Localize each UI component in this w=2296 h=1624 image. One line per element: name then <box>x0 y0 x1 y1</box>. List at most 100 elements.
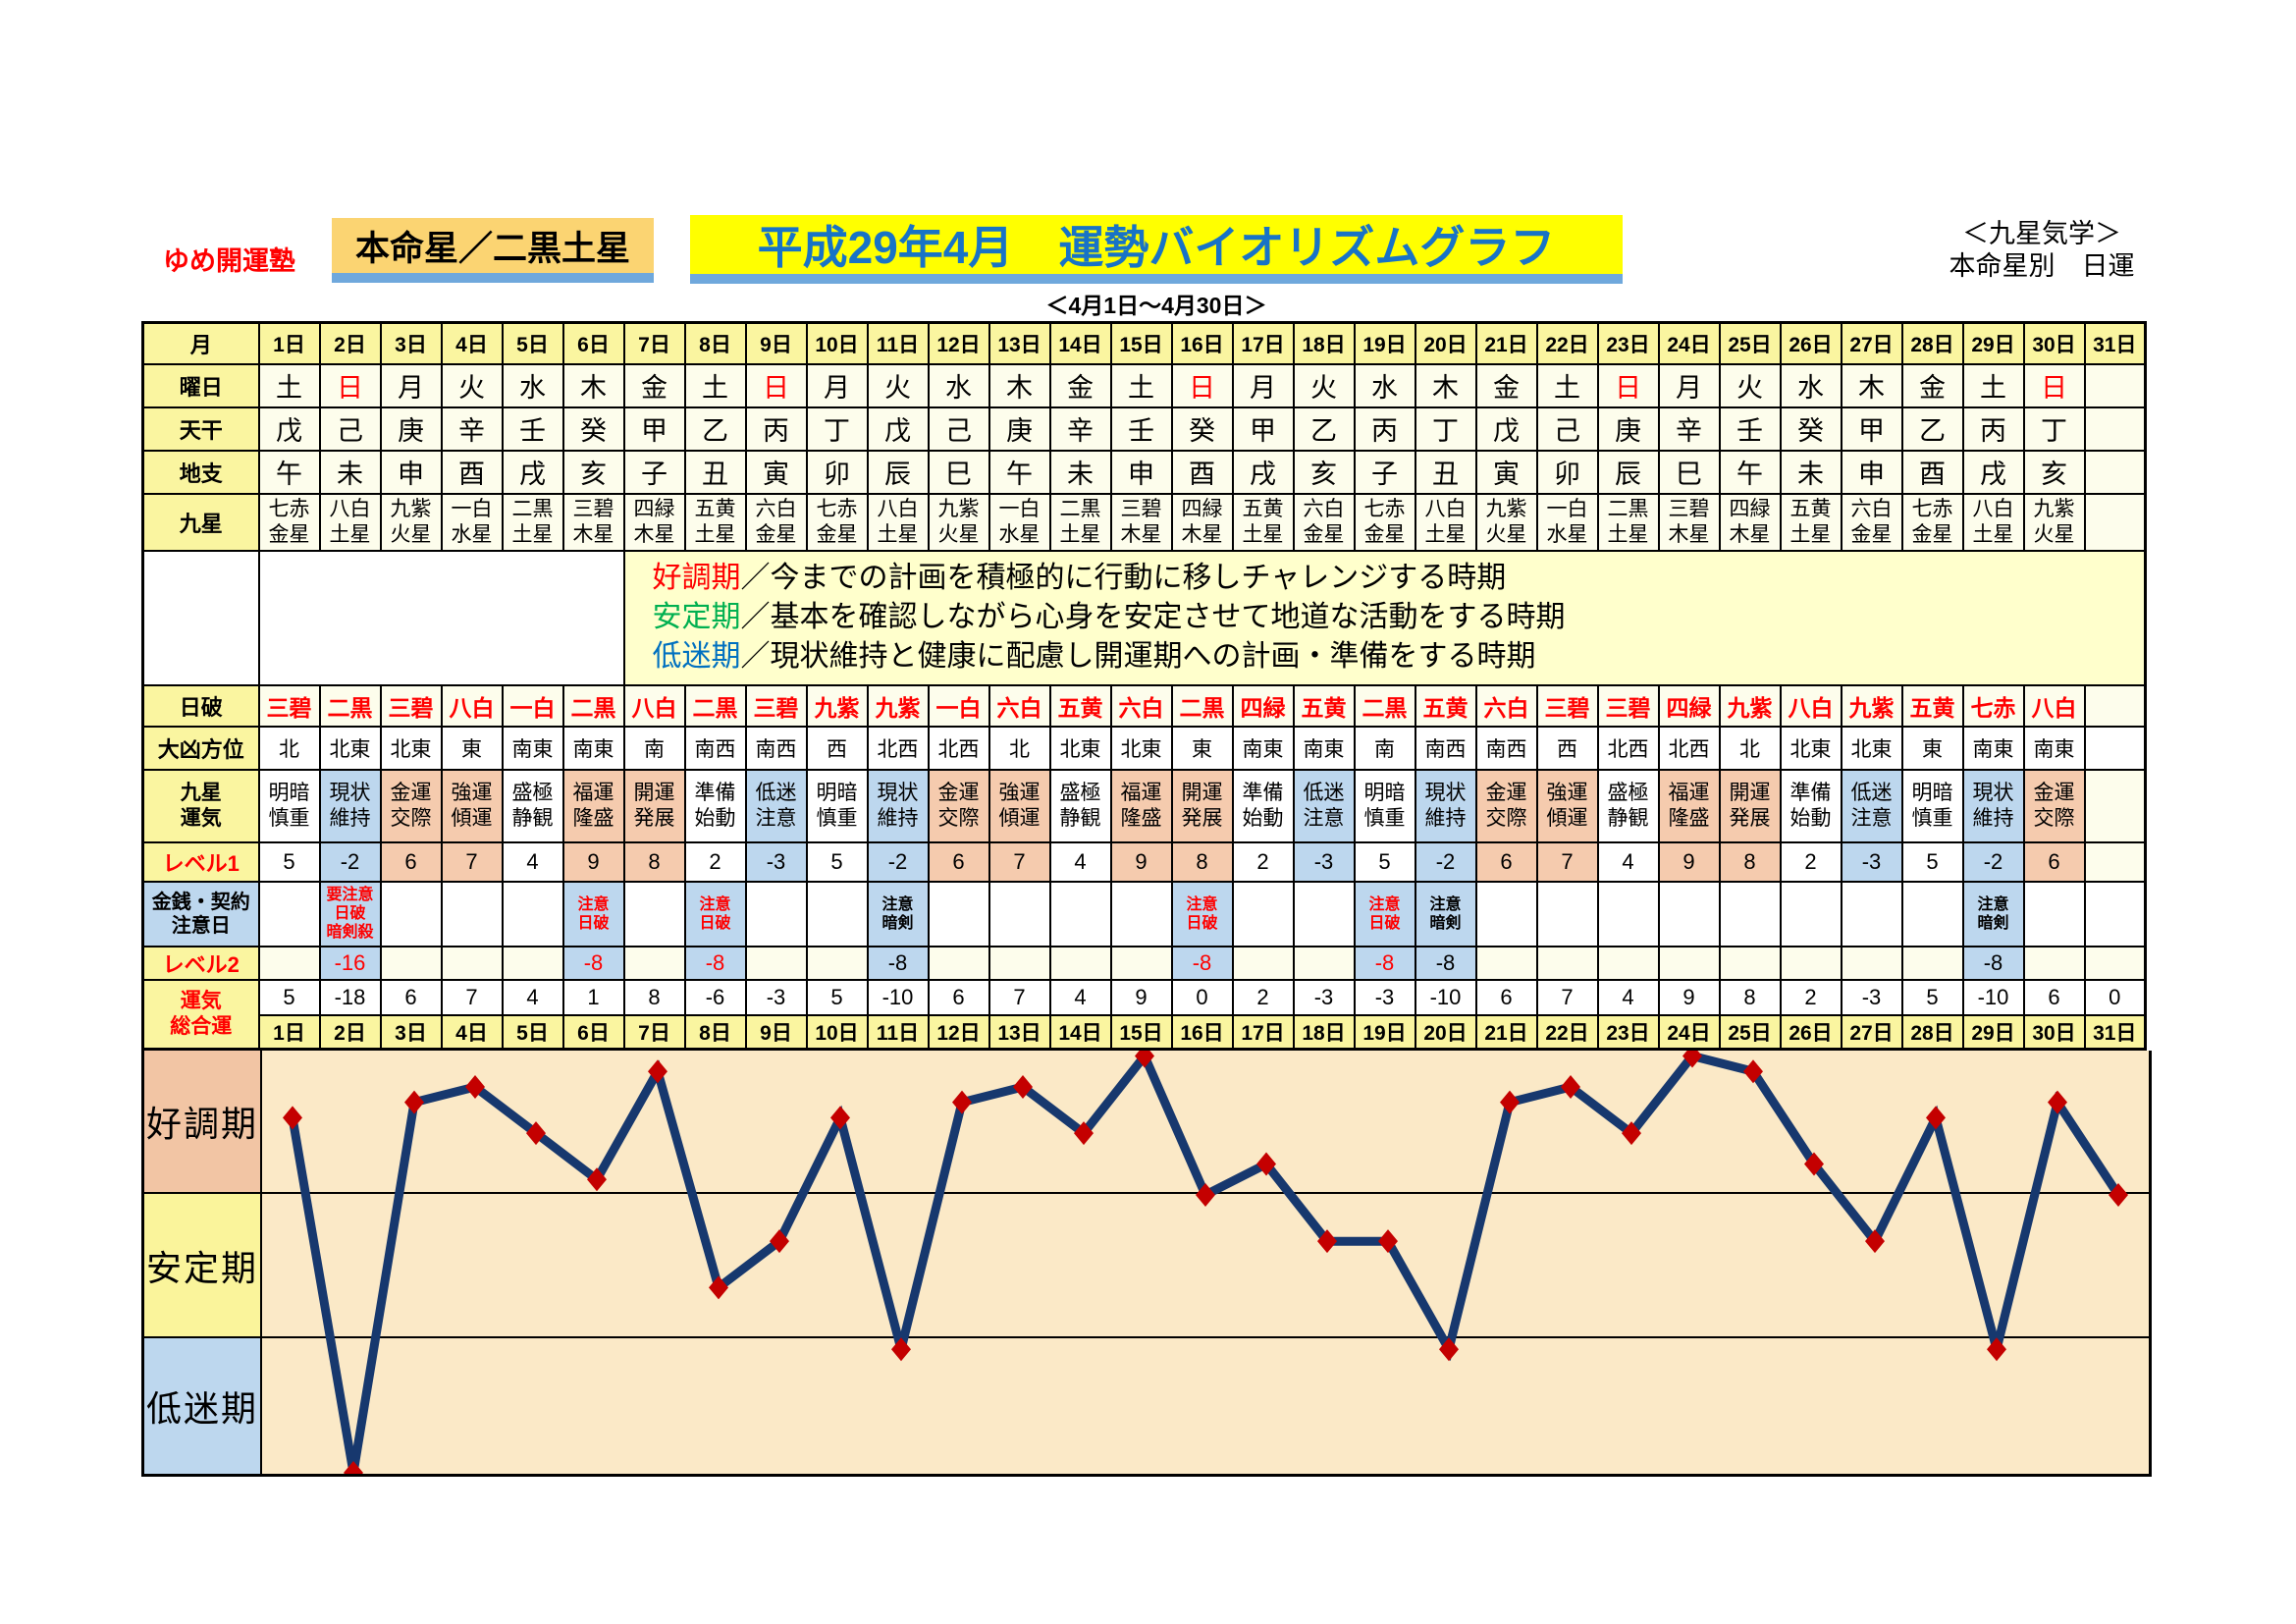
day-header: 27日 <box>1840 321 1903 365</box>
daikyo-cell: 北東 <box>1048 725 1112 771</box>
day-header: 6日 <box>561 321 625 365</box>
chishi-cell: 未 <box>318 449 382 495</box>
daikyo-cell: 東 <box>1170 725 1234 771</box>
level2-cell: -8 <box>866 945 930 981</box>
level2-cell <box>1231 945 1295 981</box>
nippa-cell: 九紫 <box>866 683 930 728</box>
day-header: 14日 <box>1048 321 1112 365</box>
day-header: 22日 <box>1535 321 1599 365</box>
unki-cell: 準備 始動 <box>1231 768 1295 843</box>
day-header: 2日 <box>318 321 382 365</box>
chishi-cell: 卯 <box>1535 449 1599 495</box>
level2-cell <box>1474 945 1538 981</box>
chart-marker <box>1317 1229 1337 1254</box>
chart-band-label: 低迷期 <box>144 1338 260 1474</box>
day-footer: 26日 <box>1779 1014 1842 1051</box>
unki-cell: 準備 始動 <box>683 768 747 843</box>
tenkan-cell: 庚 <box>988 406 1051 452</box>
unki-cell: 低迷 注意 <box>1292 768 1356 843</box>
daikyo-cell: 北東 <box>1840 725 1903 771</box>
row-total: 運気 総合運 5 -18 6 7 4 1 8 -6 -3 5 -10 6 7 4 9 0 2 -3 -3 -10 6 7 4 9… <box>141 978 2147 1051</box>
weekday-cell <box>2083 362 2147 408</box>
total-cell: -3 <box>744 978 808 1016</box>
level1-cell: 5 <box>257 840 321 883</box>
chart-marker <box>2109 1183 2128 1207</box>
fortune-table: 月 1日 2日 3日 4日 5日 6日 7日 8日 9日 10日 11日 12日 13日 14日 15日 16日… <box>141 321 2147 1051</box>
day-header: 5日 <box>501 321 564 365</box>
weekday-cell: 火 <box>866 362 930 408</box>
daikyo-cell: 南東 <box>1961 725 2025 771</box>
daikyo-cell: 西 <box>1535 725 1599 771</box>
caution-cell: 注意 暗剣 <box>1961 880 2025 947</box>
level1-cell: -3 <box>1292 840 1356 883</box>
level1-cell: 7 <box>988 840 1051 883</box>
chart-background <box>262 1051 2149 1474</box>
chart-band-labels: 好調期 安定期 低迷期 <box>144 1051 262 1474</box>
legend-block: 好調期／今までの計画を積極的に行動に移しチャレンジする時期 安定期／基本を確認しな… <box>652 559 2144 677</box>
nippa-cell: 二黒 <box>1170 683 1234 728</box>
kyusei-cell: 八白 土星 <box>866 492 930 552</box>
row-unki: 九星 運気 明暗 慎重 現状 維持 金運 交際 強運 傾運 盛極 静観 福運 隆盛 開運 発展… <box>141 768 2147 843</box>
daikyo-cell: 北西 <box>866 725 930 771</box>
unki-cell: 盛極 静観 <box>501 768 564 843</box>
row-daikyo: 大凶方位北北東 北東東南東 南東南南西 南西西北西 北西北北東 北東東南東 南東南南西 南西西… <box>141 725 2147 771</box>
kyusei-cell: 四緑 木星 <box>622 492 686 552</box>
tenkan-cell: 己 <box>1535 406 1599 452</box>
row-caution: 金銭・契約 注意日 要注意 日破 暗剣殺 注意 日破 注意 日破 注意 暗剣 注意 日破注… <box>141 880 2147 947</box>
nippa-cell: 四緑 <box>1231 683 1295 728</box>
level1-cell: 2 <box>1231 840 1295 883</box>
label-kinsen: 金銭・契約 注意日 <box>141 880 260 947</box>
chishi-cell: 寅 <box>1474 449 1538 495</box>
daikyo-cell: 北東 <box>1109 725 1173 771</box>
chart-marker <box>1743 1059 1763 1084</box>
level1-cell: 4 <box>1596 840 1660 883</box>
total-cell: -18 <box>318 978 382 1016</box>
chart-band-label: 安定期 <box>144 1194 260 1338</box>
kyusei-cell: 一白 水星 <box>988 492 1051 552</box>
unki-cell: 現状 維持 <box>866 768 930 843</box>
total-cell: 7 <box>1535 978 1599 1016</box>
chishi-cell: 子 <box>622 449 686 495</box>
nippa-cell: 三碧 <box>744 683 808 728</box>
weekday-cell: 日 <box>1596 362 1660 408</box>
day-header: 11日 <box>866 321 930 365</box>
weekday-cell: 火 <box>1718 362 1782 408</box>
chart-marker <box>1378 1229 1398 1254</box>
daikyo-cell: 南西 <box>683 725 747 771</box>
daikyo-cell: 北東 <box>379 725 443 771</box>
weekday-cell: 火 <box>1292 362 1356 408</box>
chishi-cell: 辰 <box>1596 449 1660 495</box>
caution-cell <box>805 880 869 947</box>
caution-cell: 注意 日破 <box>561 880 625 947</box>
daikyo-cell: 南西 <box>744 725 808 771</box>
legend-term: 好調期 <box>652 562 741 594</box>
kyusei-cell: 五黄 土星 <box>683 492 747 552</box>
level1-cell: 5 <box>1353 840 1416 883</box>
chart-marker <box>952 1090 972 1114</box>
caution-cell <box>1231 880 1295 947</box>
nippa-cell: 四緑 <box>1657 683 1721 728</box>
legend-desc: ／基本を確認しながら心身を安定させて地道な活動をする時期 <box>740 601 1566 633</box>
chart-marker <box>648 1059 667 1084</box>
day-footer: 4日 <box>440 1014 504 1051</box>
day-footer: 31日 <box>2083 1014 2147 1051</box>
chart-marker <box>1804 1152 1824 1176</box>
total-cell: -10 <box>866 978 930 1016</box>
total-cell: 5 <box>805 978 869 1016</box>
level2-cell <box>1657 945 1721 981</box>
level1-cell: -2 <box>866 840 930 883</box>
caution-cell <box>1718 880 1782 947</box>
level1-cell: -2 <box>1961 840 2025 883</box>
kyusei-cell: 三碧 木星 <box>1109 492 1173 552</box>
unki-cell: 強運 傾運 <box>440 768 504 843</box>
unki-cell <box>2083 768 2147 843</box>
level1-cell: -2 <box>1414 840 1477 883</box>
row-kyusei: 九星 七赤 金星 八白 土星 九紫 火星 一白 水星 二黒 土星 三碧 木星 四緑 木星 五黄 … <box>141 492 2147 552</box>
total-cell: -3 <box>1840 978 1903 1016</box>
kyusei-cell: 七赤 金星 <box>257 492 321 552</box>
chishi-cell: 丑 <box>683 449 747 495</box>
day-header: 16日 <box>1170 321 1234 365</box>
kyusei-cell: 九紫 火星 <box>927 492 990 552</box>
tenkan-cell: 丙 <box>1961 406 2025 452</box>
level2-cell <box>1109 945 1173 981</box>
